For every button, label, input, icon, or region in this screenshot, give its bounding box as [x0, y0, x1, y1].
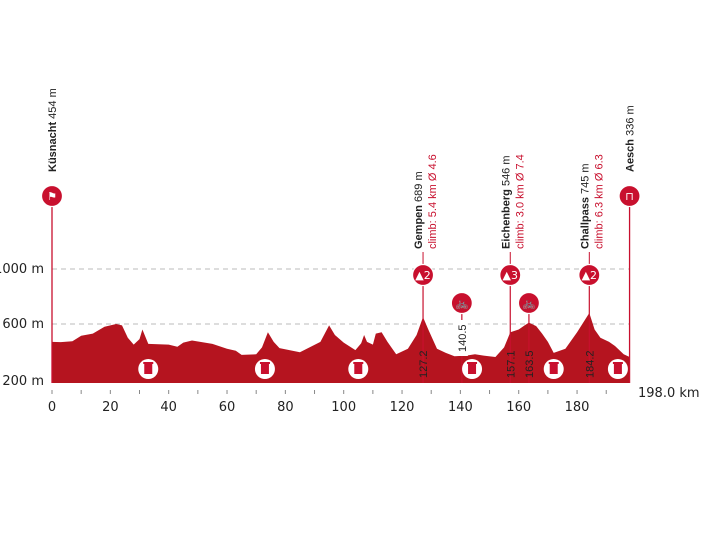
marker-circle: [618, 184, 641, 208]
finish-label: Aesch 336 m: [625, 105, 637, 172]
sprint-km-label: 163.5: [524, 350, 536, 378]
sprint-label-bg: [455, 320, 468, 356]
climb-title: Challpass 745 m: [579, 163, 591, 249]
x-tick-label: 80: [277, 400, 294, 415]
y-tick-label: 600 m: [2, 317, 44, 332]
marker-circle: [40, 184, 64, 208]
mountain-category-icon: ▲2: [411, 263, 435, 287]
checkered-flag-icon: ⚑: [40, 184, 64, 208]
start-elevation: 454 m: [47, 88, 59, 122]
marker-glyph: 🚲: [522, 297, 536, 310]
sprint-km-label: 140.5: [457, 324, 469, 352]
x-tick-label: 160: [506, 400, 531, 415]
x-tick-label: 120: [390, 400, 415, 415]
climb-elevation: 745 m: [579, 163, 591, 197]
start-name: Küsnacht: [47, 122, 59, 172]
climb-title: Gempen 689 m: [413, 171, 425, 249]
marker-circle: [517, 291, 541, 315]
climb-stats-label: climb: 5.4 km Ø 4.6: [427, 154, 439, 249]
bin-lid: [259, 362, 270, 364]
climb-stats-label: climb: 3.0 km Ø 7.4: [514, 154, 526, 249]
climb-stats-label: climb: 6.3 km Ø 6.3: [593, 154, 605, 249]
x-tick-label: 0: [48, 400, 56, 415]
bin-lid: [353, 362, 364, 364]
marker-circle: [499, 263, 522, 287]
climb-name: Eichenberg: [500, 189, 512, 249]
marker-circle: [578, 263, 601, 287]
bin-lid: [548, 362, 559, 364]
y-tick-label: 1000 m: [0, 262, 44, 277]
marker-glyph: ⚑: [47, 190, 57, 203]
distance-label: 198.0 km: [638, 386, 700, 401]
x-tick-label: 180: [565, 400, 590, 415]
mountain-category-icon: ▲2: [578, 263, 601, 287]
marker-glyph: ⊓: [625, 190, 634, 203]
finish-elevation: 336 m: [625, 105, 637, 139]
climb-stats: climb: 6.3 km Ø 6.3: [593, 154, 605, 249]
waste-zone-icon: [543, 359, 564, 379]
waste-zone-icon: [138, 359, 159, 379]
marker-circle: [411, 263, 435, 287]
climb-stats: climb: 3.0 km Ø 7.4: [514, 154, 526, 249]
x-tick-label: 40: [160, 400, 177, 415]
bin-lid: [467, 362, 478, 364]
bicycle-icon: 🚲: [517, 291, 541, 315]
marker-glyph: ▲3: [503, 269, 518, 282]
waste-zone-icon: [607, 359, 628, 379]
climb-elevation: 689 m: [413, 171, 425, 205]
bin-shape: [549, 364, 558, 374]
start-label: Küsnacht 454 m: [47, 88, 59, 172]
climb-km-label: 127.2: [418, 350, 430, 378]
marker-glyph: 🚲: [455, 297, 469, 310]
finish-name: Aesch: [625, 139, 637, 172]
bicycle-icon: 🚲: [450, 291, 473, 315]
x-tick-label: 100: [331, 400, 356, 415]
x-tick-label: 20: [102, 400, 119, 415]
elevation-profile-area: [52, 313, 630, 383]
waste-zone-icon: [348, 359, 369, 379]
bin-shape: [354, 364, 363, 374]
finish-arch-icon: ⊓: [618, 184, 641, 208]
mountain-category-icon: ▲3: [499, 263, 522, 287]
x-tick-label: 60: [219, 400, 236, 415]
climb-km-label: 184.2: [584, 350, 596, 378]
climb-name: Challpass: [579, 197, 591, 249]
climb-title: Eichenberg 546 m: [500, 155, 512, 249]
x-tick-label: 140: [448, 400, 473, 415]
climb-stats: climb: 5.4 km Ø 4.6: [427, 154, 439, 249]
bin-shape: [468, 364, 477, 374]
marker-circle: [450, 291, 473, 315]
bin-shape: [144, 364, 153, 374]
climb-name: Gempen: [413, 205, 425, 249]
bin-lid: [612, 362, 623, 364]
waste-zone-icon: [462, 359, 483, 379]
climb-km-label: 157.1: [505, 350, 517, 378]
bin-shape: [260, 364, 269, 374]
climb-elevation: 546 m: [500, 155, 512, 189]
marker-glyph: ▲2: [415, 269, 430, 282]
marker-glyph: ▲2: [582, 269, 597, 282]
y-tick-label: 200 m: [2, 374, 44, 389]
bin-shape: [613, 364, 622, 374]
bin-lid: [143, 362, 154, 364]
waste-zone-icon: [254, 359, 275, 379]
